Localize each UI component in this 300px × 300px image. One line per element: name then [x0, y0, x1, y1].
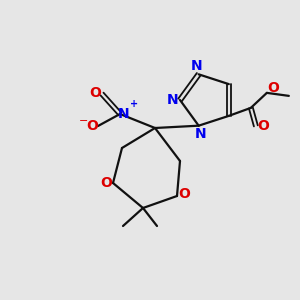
Text: −: − — [79, 116, 89, 126]
Text: N: N — [118, 107, 130, 121]
Text: O: O — [89, 86, 101, 100]
Text: O: O — [100, 176, 112, 190]
Text: O: O — [86, 119, 98, 133]
Text: N: N — [195, 127, 206, 141]
Text: +: + — [130, 99, 138, 109]
Text: O: O — [257, 119, 269, 133]
Text: O: O — [178, 187, 190, 201]
Text: O: O — [267, 81, 279, 95]
Text: N: N — [167, 93, 179, 107]
Text: N: N — [191, 59, 203, 73]
